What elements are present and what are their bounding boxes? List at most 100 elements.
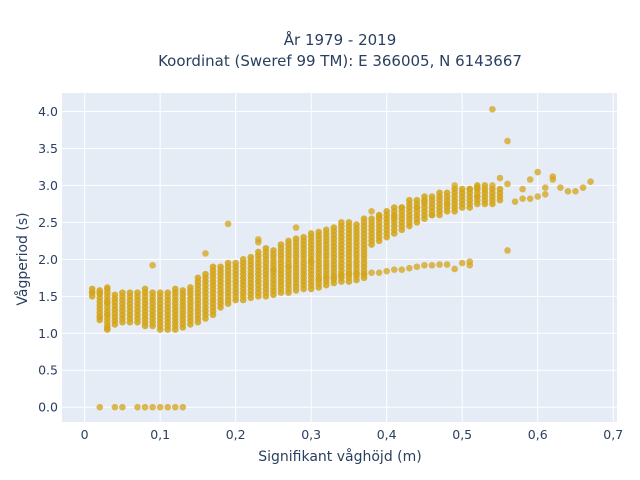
data-point (428, 261, 436, 269)
data-point (406, 264, 413, 272)
data-point (474, 184, 481, 191)
data-point (390, 266, 398, 274)
data-point (534, 168, 542, 176)
data-point (345, 219, 353, 226)
data-point (428, 211, 436, 219)
y-tick-label: 3.5 (38, 141, 58, 156)
x-tick-label: 0,3 (301, 427, 321, 442)
y-tick-label: 1.5 (38, 289, 58, 304)
data-point (126, 289, 134, 296)
data-point (368, 269, 375, 276)
data-point (504, 137, 511, 145)
y-tick-labels: 0.0 0.5 1.0 1.5 2.0 2.5 3.0 3.5 4.0 (38, 104, 58, 415)
data-point (564, 188, 572, 195)
y-tick-label: 2.5 (38, 215, 58, 230)
data-point (111, 403, 119, 411)
data-point (579, 184, 587, 191)
data-point (149, 289, 156, 296)
data-points (88, 105, 594, 411)
data-point (255, 239, 262, 246)
data-point (194, 274, 202, 282)
data-point (315, 276, 323, 283)
data-point (413, 263, 421, 271)
data-point (360, 215, 368, 222)
data-point (421, 261, 428, 269)
data-point (421, 193, 428, 200)
data-point (209, 263, 217, 271)
y-tick-label: 4.0 (38, 104, 58, 119)
data-point (217, 263, 224, 271)
data-point (526, 195, 534, 203)
data-point (451, 182, 458, 189)
data-point (104, 284, 111, 291)
data-point (285, 237, 292, 245)
data-point (104, 324, 111, 332)
data-point (224, 259, 232, 267)
data-point (458, 259, 466, 267)
data-point (164, 289, 172, 296)
data-point (134, 289, 141, 296)
data-point (315, 228, 323, 236)
data-point (307, 230, 315, 237)
data-point (277, 241, 285, 248)
data-point (187, 284, 194, 291)
data-point (104, 298, 111, 306)
data-point (541, 190, 549, 198)
data-point (413, 204, 421, 211)
data-point (164, 403, 172, 411)
data-point (156, 289, 164, 296)
data-point (496, 185, 504, 193)
data-point (119, 403, 126, 411)
data-point (489, 182, 496, 189)
data-point (179, 287, 187, 294)
data-point (383, 267, 390, 275)
data-point (549, 176, 557, 183)
data-point (330, 274, 338, 282)
data-point (504, 180, 511, 188)
data-point (292, 235, 300, 242)
y-tick-label: 3.0 (38, 178, 58, 193)
x-tick-label: 0,1 (150, 427, 170, 442)
data-point (247, 253, 255, 261)
data-point (436, 261, 443, 268)
data-point (587, 178, 594, 186)
data-point (360, 270, 368, 278)
data-point (255, 248, 262, 256)
data-point (534, 193, 542, 200)
data-point (111, 291, 119, 299)
x-tick-label: 0,5 (452, 427, 472, 442)
data-point (345, 270, 353, 278)
data-point (443, 200, 451, 208)
data-point (141, 285, 149, 293)
data-point (398, 266, 406, 274)
data-point (149, 261, 156, 269)
data-point (428, 193, 436, 200)
data-point (104, 311, 111, 319)
data-point (300, 233, 307, 241)
data-point (511, 198, 519, 205)
data-point (489, 105, 496, 113)
data-point (338, 219, 345, 226)
data-point (270, 247, 277, 254)
data-point (413, 196, 421, 204)
x-tick-label: 0,7 (603, 427, 623, 442)
chart-title-line2: Koordinat (Sweref 99 TM): E 366005, N 61… (158, 52, 522, 70)
y-gridlines (62, 110, 617, 408)
data-point (398, 204, 406, 211)
y-tick-label: 2.0 (38, 252, 58, 267)
data-point (466, 261, 474, 269)
data-point (141, 403, 149, 411)
data-point (353, 221, 360, 228)
data-point (156, 403, 164, 411)
data-point (519, 195, 526, 203)
x-tick-label: 0,4 (377, 427, 397, 442)
data-point (504, 247, 511, 254)
data-point (390, 213, 398, 220)
data-point (270, 266, 277, 274)
data-point (519, 185, 526, 193)
data-point (390, 204, 398, 211)
data-point (285, 263, 292, 271)
data-point (526, 176, 534, 183)
data-point (421, 198, 428, 205)
